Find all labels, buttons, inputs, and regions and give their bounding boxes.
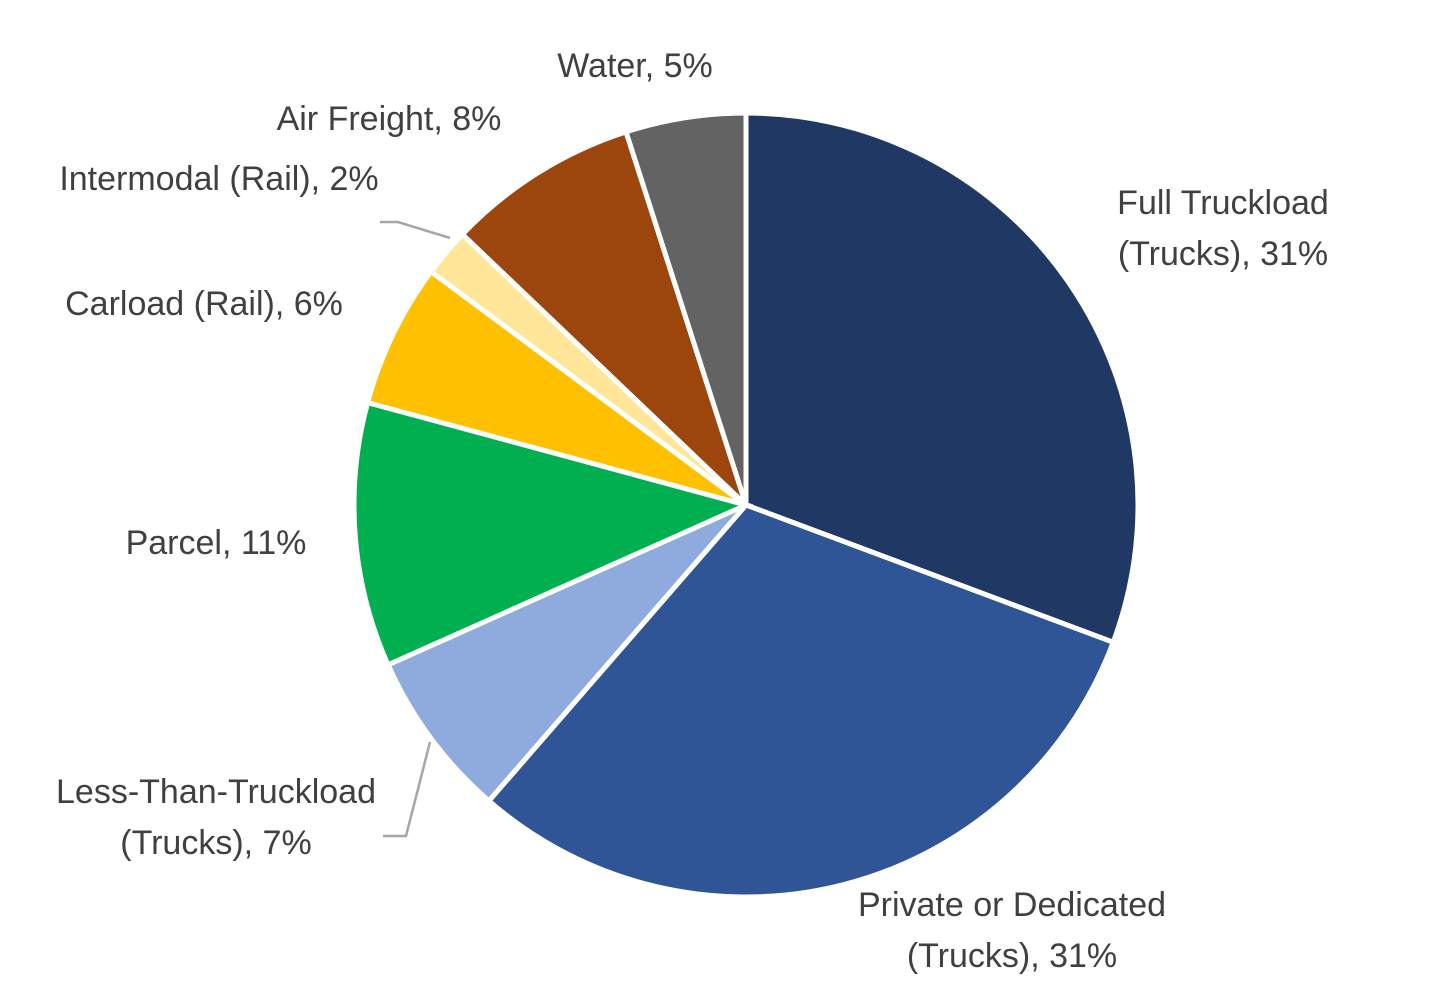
leader-line-less-than-truckload-trucks: [383, 741, 432, 838]
label-line: Less-Than-Truckload: [56, 773, 376, 811]
label-line: Carload (Rail), 6%: [65, 285, 343, 323]
slice-water: [622, 110, 749, 506]
leader-line-intermodal-rail: [380, 220, 451, 240]
slice-private-or-dedicated-trucks: [485, 502, 1117, 900]
label-carload-rail: Carload (Rail), 6%: [65, 285, 343, 323]
label-line: Private or Dedicated: [858, 886, 1166, 924]
label-air-freight: Air Freight, 8%: [277, 100, 502, 138]
label-line: Parcel, 11%: [126, 524, 307, 562]
label-parcel: Parcel, 11%: [126, 524, 307, 562]
slice-carload-rail: [364, 268, 748, 508]
slice-full-truckload-trucks: [743, 110, 1141, 646]
data-labels: Full Truckload (Trucks), 31%Private or De…: [56, 47, 1329, 975]
label-line: (Trucks), 31%: [1118, 235, 1328, 273]
slice-air-freight: [458, 128, 749, 507]
label-line: Air Freight, 8%: [277, 100, 502, 138]
label-less-than-truckload-trucks: Less-Than-Truckload (Trucks), 7%: [56, 773, 376, 862]
pie-slices: [351, 110, 1141, 900]
label-water: Water, 5%: [557, 47, 713, 85]
label-line: Water, 5%: [557, 47, 713, 85]
label-intermodal-rail: Intermodal (Rail), 2%: [59, 160, 378, 198]
label-line: Intermodal (Rail), 2%: [59, 160, 378, 198]
leader-lines: [380, 220, 451, 838]
slice-parcel: [351, 399, 754, 669]
label-private-or-dedicated-trucks: Private or Dedicated (Trucks), 31%: [858, 886, 1166, 975]
label-line: Full Truckload: [1117, 184, 1329, 222]
label-line: (Trucks), 7%: [120, 824, 311, 862]
slice-less-than-truckload-trucks: [384, 502, 748, 805]
label-line: (Trucks), 31%: [907, 937, 1117, 975]
label-full-truckload-trucks: Full Truckload (Trucks), 31%: [1117, 184, 1329, 273]
